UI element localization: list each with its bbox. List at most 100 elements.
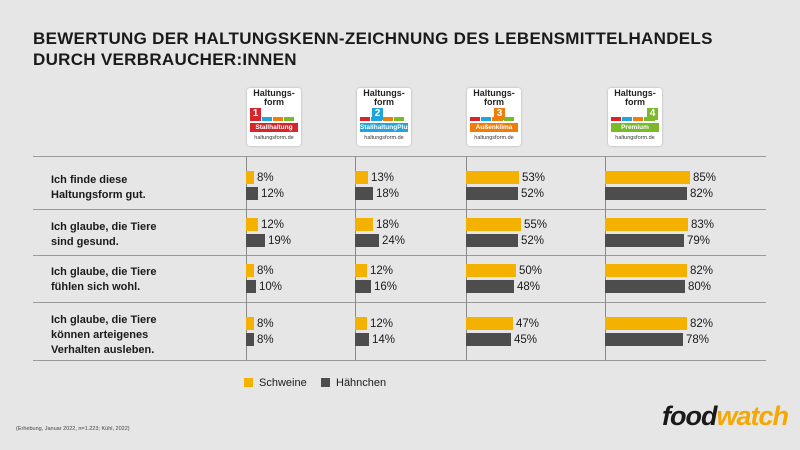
data-label: 24% bbox=[382, 235, 406, 247]
logo-title-line: Haltungs- bbox=[253, 88, 295, 98]
bar-schweine bbox=[355, 317, 367, 330]
logo-title-line: Haltungs- bbox=[363, 88, 405, 98]
logo-band: Außenklima bbox=[470, 123, 518, 132]
bar-haehnchen bbox=[466, 280, 514, 293]
data-label: 12% bbox=[261, 219, 285, 231]
data-label: 12% bbox=[370, 265, 394, 277]
row-divider bbox=[33, 360, 766, 361]
bar-schweine bbox=[246, 218, 258, 231]
data-label: 52% bbox=[521, 235, 545, 247]
row-label: Ich finde diese Haltungsform gut. bbox=[51, 173, 146, 203]
logo-number: 1 bbox=[250, 108, 261, 120]
row-label-line: fühlen sich wohl. bbox=[51, 281, 141, 293]
bar-haehnchen bbox=[466, 187, 518, 200]
bar-schweine bbox=[246, 317, 254, 330]
logo-step bbox=[644, 117, 655, 121]
data-label: 52% bbox=[521, 188, 545, 200]
bar-haehnchen bbox=[605, 234, 684, 247]
bar-schweine bbox=[246, 264, 254, 277]
logo-title-line: form bbox=[264, 97, 284, 107]
data-label: 85% bbox=[693, 172, 717, 184]
data-label: 8% bbox=[257, 334, 274, 346]
data-label: 79% bbox=[687, 235, 711, 247]
data-label: 8% bbox=[257, 265, 274, 277]
bar-haehnchen bbox=[355, 234, 379, 247]
data-label: 14% bbox=[372, 334, 396, 346]
data-label: 47% bbox=[516, 318, 540, 330]
logo-step bbox=[371, 117, 382, 121]
group-axis-line bbox=[605, 156, 606, 360]
bar-schweine bbox=[355, 218, 373, 231]
bar-schweine bbox=[605, 218, 688, 231]
logo-number: 3 bbox=[494, 108, 505, 120]
row-label-line: Ich glaube, die Tiere bbox=[51, 266, 157, 278]
bar-haehnchen bbox=[355, 280, 371, 293]
row-divider bbox=[33, 255, 766, 256]
haltungsform-3-logo: Haltungs-form 3 Außenklima haltungsform.de bbox=[467, 88, 521, 146]
legend-label-haehnchen: Hähnchen bbox=[336, 377, 387, 389]
bar-schweine bbox=[466, 264, 516, 277]
logo-band: StallhaltungPlus bbox=[360, 123, 411, 132]
logo-step bbox=[633, 117, 643, 121]
data-label: 78% bbox=[686, 334, 710, 346]
logo-step bbox=[481, 117, 491, 121]
data-label: 19% bbox=[268, 235, 292, 247]
data-label: 16% bbox=[374, 281, 398, 293]
legend-swatch-haehnchen bbox=[321, 378, 330, 387]
data-label: 12% bbox=[261, 188, 285, 200]
logo-title-line: Haltungs- bbox=[473, 88, 515, 98]
row-label-line: Verhalten ausleben. bbox=[51, 344, 155, 356]
foodwatch-logo: foodwatch bbox=[662, 400, 789, 432]
source-note: (Erhebung, Januar 2022, n=1.223; Kühl, 2… bbox=[16, 426, 130, 432]
data-label: 8% bbox=[257, 172, 274, 184]
bar-haehnchen bbox=[246, 187, 258, 200]
title-line-2: DURCH VERBRAUCHER:INNEN bbox=[33, 50, 297, 69]
data-label: 48% bbox=[517, 281, 541, 293]
logo-title: Haltungs-form bbox=[357, 89, 411, 107]
bar-haehnchen bbox=[466, 234, 518, 247]
bar-schweine bbox=[355, 264, 367, 277]
logo-step-bar bbox=[250, 117, 295, 121]
data-label: 18% bbox=[376, 188, 400, 200]
bar-schweine bbox=[355, 171, 368, 184]
logo-number: 2 bbox=[372, 108, 383, 120]
logo-title-line: Haltungs- bbox=[614, 88, 656, 98]
bar-haehnchen bbox=[355, 187, 373, 200]
logo-number: 4 bbox=[647, 108, 658, 120]
logo-title-line: form bbox=[625, 97, 645, 107]
row-label-line: Ich glaube, die Tiere bbox=[51, 314, 157, 326]
data-label: 18% bbox=[376, 219, 400, 231]
logo-step bbox=[470, 117, 480, 121]
logo-title-line: form bbox=[484, 97, 504, 107]
data-label: 12% bbox=[370, 318, 394, 330]
row-label-line: Haltungsform gut. bbox=[51, 189, 146, 201]
bar-schweine bbox=[466, 317, 513, 330]
bar-haehnchen bbox=[355, 333, 369, 346]
row-label-line: Ich finde diese bbox=[51, 174, 128, 186]
logo-url: haltungsform.de bbox=[474, 135, 514, 141]
bar-haehnchen bbox=[605, 280, 685, 293]
logo-step bbox=[611, 117, 621, 121]
row-divider bbox=[33, 302, 766, 303]
brand-part-1: food bbox=[662, 401, 717, 431]
bar-schweine bbox=[466, 218, 521, 231]
haltungsform-2-logo: Haltungs-form 2 StallhaltungPlus haltungsfo… bbox=[357, 88, 411, 146]
legend-label-schweine: Schweine bbox=[259, 377, 307, 389]
logo-url: haltungsform.de bbox=[364, 135, 404, 141]
data-label: 80% bbox=[688, 281, 712, 293]
haltungsform-4-logo: Haltungs-form 4 Premium haltungsform.de bbox=[608, 88, 662, 146]
row-label-line: sind gesund. bbox=[51, 236, 119, 248]
logo-step bbox=[622, 117, 632, 121]
bar-haehnchen bbox=[605, 333, 683, 346]
logo-title-line: form bbox=[374, 97, 394, 107]
logo-title: Haltungs-form bbox=[608, 89, 662, 107]
logo-step bbox=[262, 117, 272, 121]
data-label: 82% bbox=[690, 265, 714, 277]
bar-haehnchen bbox=[246, 333, 254, 346]
data-label: 8% bbox=[257, 318, 274, 330]
data-label: 83% bbox=[691, 219, 715, 231]
chart-title: BEWERTUNG DER HALTUNGSKENN-ZEICHNUNG DES… bbox=[33, 28, 713, 70]
logo-band: Stallhaltung bbox=[250, 123, 298, 132]
row-label: Ich glaube, die Tiere können arteigenes Ve… bbox=[51, 313, 157, 358]
logo-step bbox=[383, 117, 393, 121]
